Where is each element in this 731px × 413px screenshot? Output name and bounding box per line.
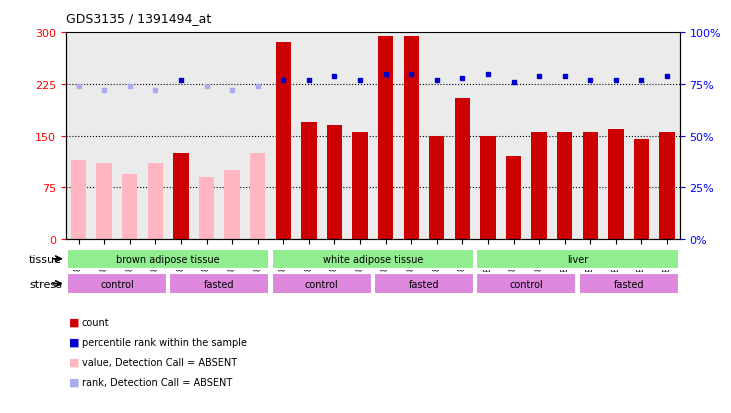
- Bar: [96, 164, 112, 240]
- Text: percentile rank within the sample: percentile rank within the sample: [82, 337, 247, 347]
- Bar: [374, 274, 474, 294]
- Bar: [276, 43, 291, 240]
- Bar: [327, 126, 342, 240]
- Bar: [429, 136, 444, 240]
- Bar: [250, 154, 265, 240]
- Bar: [352, 133, 368, 240]
- Bar: [301, 123, 317, 240]
- Text: control: control: [100, 279, 134, 289]
- Bar: [67, 249, 269, 269]
- Bar: [506, 157, 521, 240]
- Bar: [378, 36, 393, 240]
- Bar: [531, 133, 547, 240]
- Bar: [272, 274, 371, 294]
- Text: brown adipose tissue: brown adipose tissue: [116, 254, 220, 264]
- Bar: [122, 174, 137, 240]
- Text: fasted: fasted: [409, 279, 439, 289]
- Bar: [608, 129, 624, 240]
- Text: ■: ■: [69, 337, 80, 347]
- Bar: [455, 98, 470, 240]
- Bar: [659, 133, 675, 240]
- Text: liver: liver: [567, 254, 588, 264]
- Bar: [404, 36, 419, 240]
- Text: fasted: fasted: [613, 279, 644, 289]
- Bar: [173, 154, 189, 240]
- Text: fasted: fasted: [204, 279, 235, 289]
- Bar: [71, 160, 86, 240]
- Text: tissue: tissue: [29, 254, 62, 264]
- Bar: [170, 274, 269, 294]
- Bar: [272, 249, 474, 269]
- Text: rank, Detection Call = ABSENT: rank, Detection Call = ABSENT: [82, 377, 232, 387]
- Text: ■: ■: [69, 317, 80, 327]
- Bar: [224, 171, 240, 240]
- Bar: [477, 249, 678, 269]
- Text: ■: ■: [69, 377, 80, 387]
- Text: control: control: [305, 279, 338, 289]
- Bar: [583, 133, 598, 240]
- Text: white adipose tissue: white adipose tissue: [322, 254, 423, 264]
- Bar: [199, 178, 214, 240]
- Bar: [477, 274, 576, 294]
- Text: count: count: [82, 317, 110, 327]
- Text: control: control: [510, 279, 543, 289]
- Text: ■: ■: [69, 357, 80, 367]
- Bar: [634, 140, 649, 240]
- Text: value, Detection Call = ABSENT: value, Detection Call = ABSENT: [82, 357, 237, 367]
- Bar: [67, 274, 167, 294]
- Bar: [557, 133, 572, 240]
- Bar: [480, 136, 496, 240]
- Text: GDS3135 / 1391494_at: GDS3135 / 1391494_at: [66, 12, 211, 25]
- Text: stress: stress: [29, 279, 62, 289]
- Bar: [148, 164, 163, 240]
- Bar: [579, 274, 678, 294]
